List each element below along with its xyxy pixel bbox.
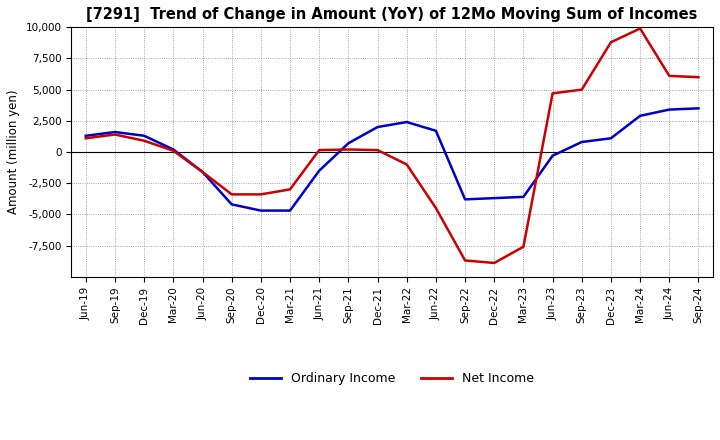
Net Income	[461, 258, 469, 263]
Line: Net Income: Net Income	[86, 29, 698, 263]
Net Income	[81, 136, 90, 141]
Line: Ordinary Income: Ordinary Income	[86, 108, 698, 211]
Net Income	[577, 87, 586, 92]
Net Income	[315, 147, 323, 153]
Ordinary Income	[607, 136, 616, 141]
Net Income	[490, 260, 498, 266]
Ordinary Income	[344, 141, 353, 146]
Ordinary Income	[402, 119, 411, 125]
Ordinary Income	[140, 133, 148, 139]
Ordinary Income	[198, 169, 207, 175]
Net Income	[286, 187, 294, 192]
Net Income	[344, 147, 353, 152]
Ordinary Income	[431, 128, 440, 133]
Y-axis label: Amount (million yen): Amount (million yen)	[7, 90, 20, 214]
Net Income	[140, 138, 148, 143]
Title: [7291]  Trend of Change in Amount (YoY) of 12Mo Moving Sum of Incomes: [7291] Trend of Change in Amount (YoY) o…	[86, 7, 698, 22]
Ordinary Income	[548, 153, 557, 158]
Ordinary Income	[81, 133, 90, 139]
Net Income	[431, 205, 440, 211]
Net Income	[228, 192, 236, 197]
Net Income	[198, 169, 207, 175]
Ordinary Income	[228, 202, 236, 207]
Net Income	[402, 162, 411, 167]
Ordinary Income	[169, 147, 178, 152]
Net Income	[256, 192, 265, 197]
Ordinary Income	[490, 195, 498, 201]
Ordinary Income	[111, 129, 120, 135]
Net Income	[111, 132, 120, 137]
Ordinary Income	[461, 197, 469, 202]
Net Income	[548, 91, 557, 96]
Net Income	[694, 74, 703, 80]
Net Income	[373, 147, 382, 153]
Ordinary Income	[665, 107, 674, 112]
Net Income	[665, 73, 674, 79]
Ordinary Income	[694, 106, 703, 111]
Ordinary Income	[519, 194, 528, 199]
Ordinary Income	[373, 125, 382, 130]
Ordinary Income	[636, 113, 644, 118]
Ordinary Income	[256, 208, 265, 213]
Ordinary Income	[315, 168, 323, 173]
Net Income	[636, 26, 644, 31]
Net Income	[519, 244, 528, 249]
Net Income	[169, 148, 178, 154]
Ordinary Income	[577, 139, 586, 145]
Legend: Ordinary Income, Net Income: Ordinary Income, Net Income	[246, 367, 539, 390]
Net Income	[607, 40, 616, 45]
Ordinary Income	[286, 208, 294, 213]
